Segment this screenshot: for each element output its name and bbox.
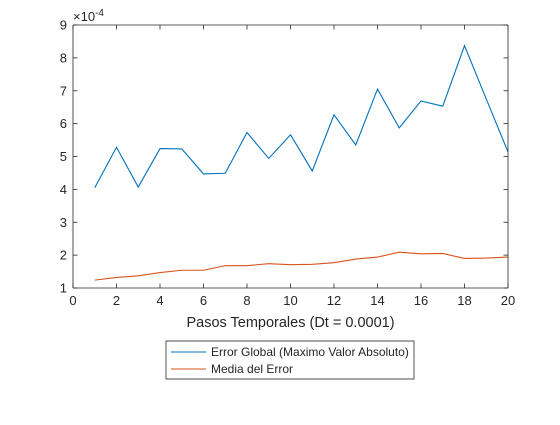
y-tick-label: 2 [60,248,67,263]
y-tick-label: 6 [60,116,67,131]
axis-labels: Pasos Temporales (Dt = 0.0001) ×10-4 [73,8,395,331]
y-tick-label: 3 [60,215,67,230]
y-tick-label: 8 [60,50,67,65]
y-tick-label: 4 [60,182,67,197]
plot-background [73,25,508,288]
series-lines [94,44,508,281]
legend-box [165,340,415,380]
x-tick-label: 2 [113,293,120,308]
x-tick-label: 14 [370,293,384,308]
y-tick-label: 9 [60,18,67,33]
x-axis-title: Pasos Temporales (Dt = 0.0001) [186,315,394,331]
x-tick-label: 16 [414,293,428,308]
x-tick-label: 0 [69,293,76,308]
x-tick-label: 12 [327,293,341,308]
y-exponent-multiplier: ×10 [73,9,95,24]
y-exponent-power: -4 [95,8,104,19]
series-line-1 [94,44,508,189]
x-tick-label: 18 [457,293,471,308]
legend-label-1: Error Global (Maximo Valor Absoluto) [211,345,409,359]
plot-area [73,25,508,288]
legend-label-2: Media del Error [211,362,293,376]
y-tick-label: 1 [60,281,67,296]
legend: Error Global (Maximo Valor Absoluto) Medi… [165,340,415,380]
x-tick-label: 20 [501,293,515,308]
x-tick-label: 10 [283,293,297,308]
x-tick-label: 8 [243,293,250,308]
y-axis-exponent: ×10-4 [73,8,104,24]
x-tick-label: 4 [156,293,163,308]
y-tick-label: 5 [60,149,67,164]
series-line-2 [94,251,508,281]
x-tick-label: 6 [200,293,207,308]
y-tick-label: 7 [60,83,67,98]
